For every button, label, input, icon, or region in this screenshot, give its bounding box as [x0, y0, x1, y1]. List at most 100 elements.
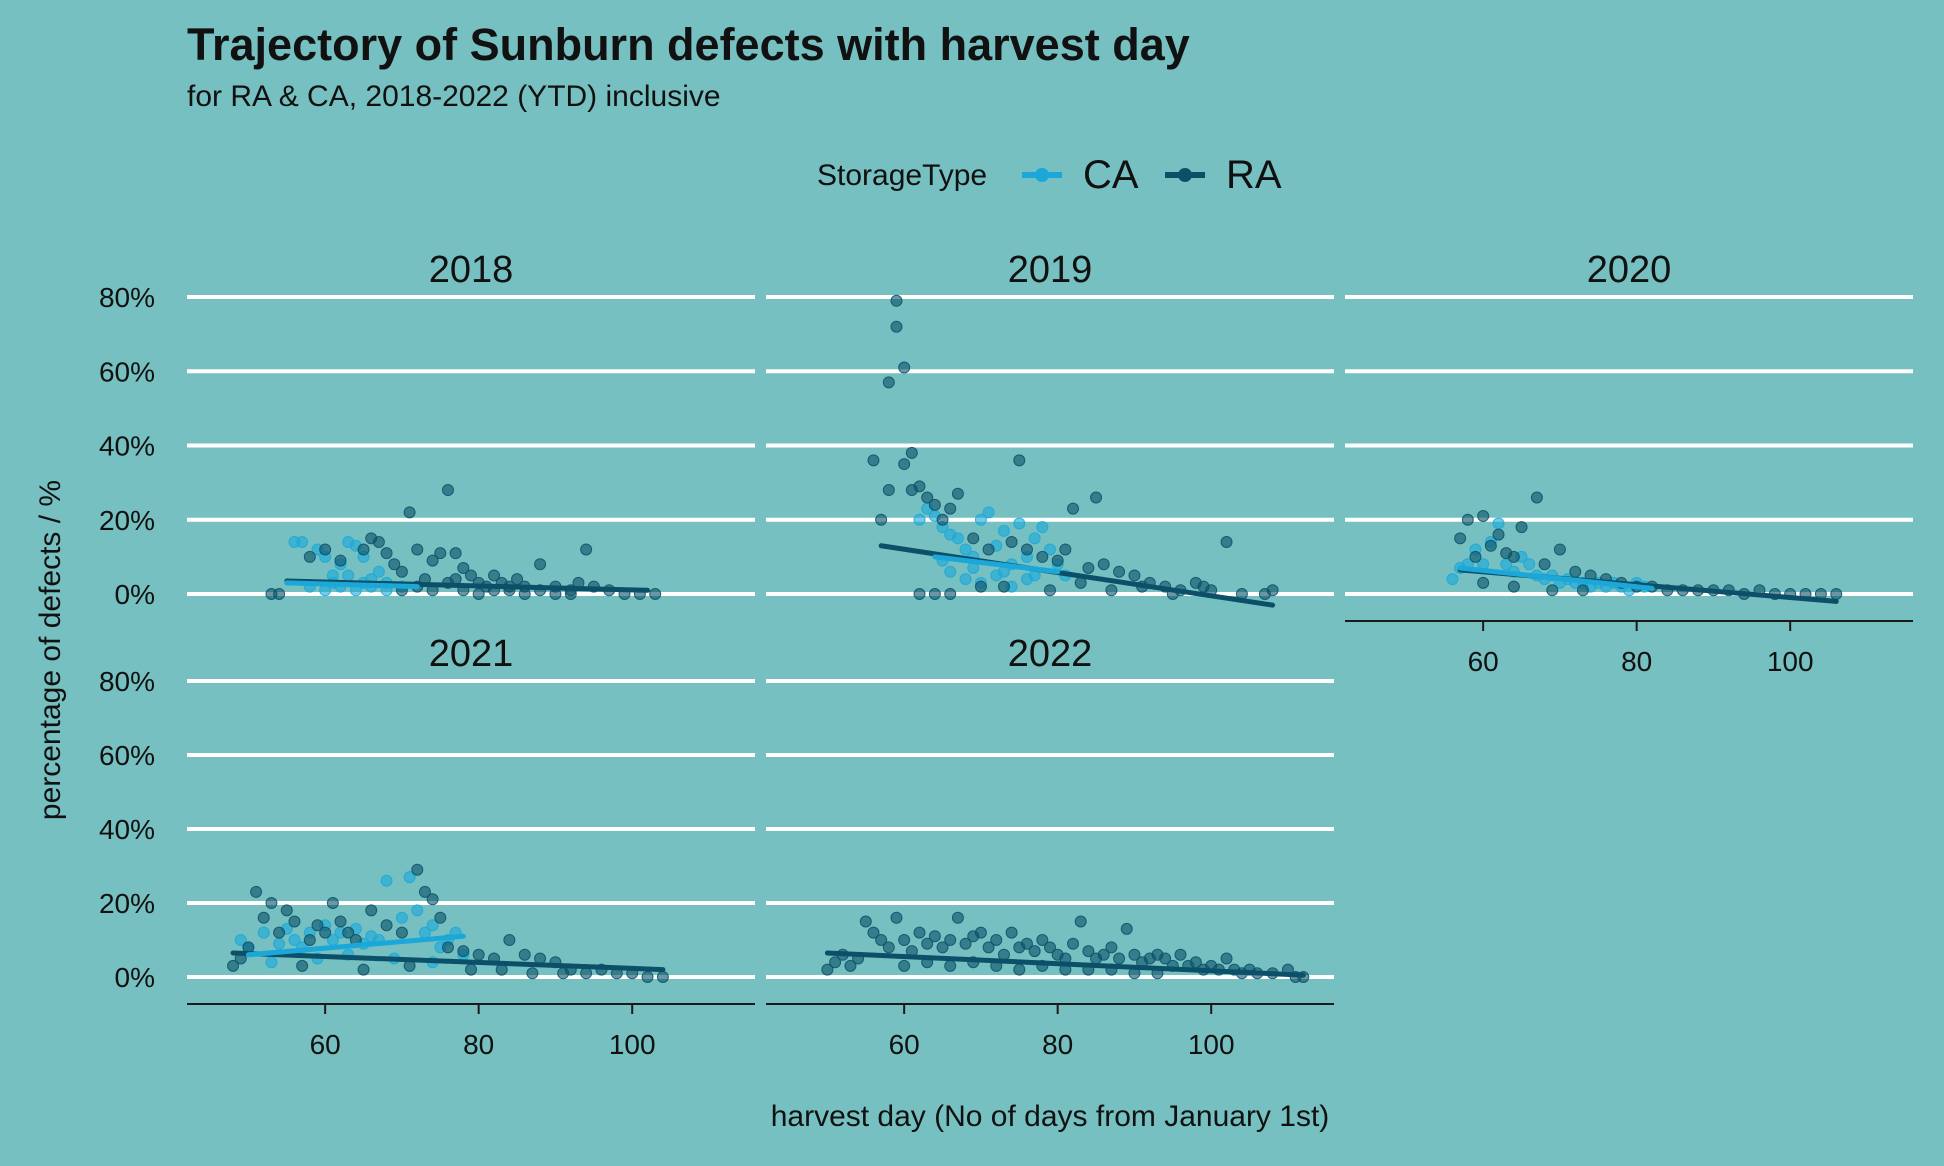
data-point-ra — [518, 948, 531, 961]
data-point-ca — [951, 532, 964, 545]
facet-strip-label: 2022 — [1008, 633, 1093, 675]
data-point-ra — [1036, 934, 1049, 946]
y-axis-label: percentage of defects / % — [34, 480, 67, 820]
data-point-ra — [518, 588, 531, 600]
data-point-ra — [1546, 584, 1559, 597]
data-point-ra — [257, 911, 270, 924]
data-point-ca — [426, 919, 439, 932]
data-point-ra — [334, 915, 347, 928]
data-point-ra — [342, 926, 355, 939]
x-tick-label: 100 — [1767, 646, 1814, 677]
data-point-ca — [395, 911, 408, 924]
data-point-ra — [1067, 502, 1080, 515]
data-point-ra — [503, 934, 516, 946]
data-point-ra — [395, 565, 408, 578]
data-point-ra — [921, 937, 934, 950]
data-point-ra — [388, 558, 401, 571]
data-point-ra — [418, 885, 431, 898]
data-point-ra — [913, 926, 926, 939]
data-point-ra — [1036, 550, 1049, 563]
data-point-ra — [434, 547, 447, 560]
data-point-ra — [227, 959, 240, 972]
data-point-ca — [380, 874, 393, 887]
x-tick-label: 60 — [310, 1029, 341, 1060]
data-point-ra — [457, 562, 470, 575]
y-tick-label: 40% — [99, 431, 155, 462]
data-point-ra — [1097, 558, 1110, 571]
facet-panel-2020: 2020 60 80 100 — [1345, 249, 1913, 677]
data-point-ra — [357, 543, 370, 556]
data-point-ra — [1128, 569, 1141, 582]
chart-subtitle: for RA & CA, 2018-2022 (YTD) inclusive — [187, 80, 721, 113]
data-point-ra — [890, 294, 903, 307]
data-point-ra — [273, 926, 286, 939]
data-point-ra — [303, 550, 316, 563]
data-point-ca — [234, 934, 247, 946]
data-point-ra — [319, 926, 332, 939]
facet-panel-2021: 2021 0% 20% 40% 60% 80% 60 80 100 — [99, 633, 755, 1060]
data-point-ra — [882, 376, 895, 389]
data-point-ra — [982, 941, 995, 954]
data-point-ra — [928, 498, 941, 511]
data-point-ra — [1492, 528, 1505, 541]
data-point-ra — [913, 588, 926, 600]
data-point-ra — [465, 569, 477, 582]
trend-line-ra — [824, 950, 1306, 978]
data-point-ca — [974, 513, 987, 526]
legend-label-ca: CA — [1083, 153, 1139, 197]
data-point-ra — [905, 446, 918, 459]
facet-strip-label: 2018 — [429, 249, 514, 291]
y-tick-label: 20% — [99, 888, 155, 919]
trend-line-ca — [932, 554, 1061, 575]
data-point-ra — [303, 934, 316, 946]
data-point-ra — [1074, 915, 1087, 928]
data-point-ra — [1044, 941, 1056, 954]
data-point-ra — [656, 971, 669, 983]
data-point-ra — [921, 491, 934, 504]
facet-strip-label: 2019 — [1008, 249, 1093, 291]
data-point-ca — [411, 904, 424, 917]
data-point-ca — [982, 506, 995, 519]
data-point-ra — [1067, 937, 1080, 950]
data-point-ra — [1553, 543, 1566, 556]
data-point-ra — [1515, 521, 1528, 534]
data-point-ra — [1128, 948, 1141, 961]
data-point-ra — [580, 543, 593, 556]
data-point-ra — [1220, 536, 1233, 549]
y-tick-label: 80% — [99, 666, 155, 697]
data-point-ra — [465, 963, 477, 976]
data-point-ra — [250, 885, 263, 898]
data-point-ra — [898, 361, 911, 374]
data-point-ca — [257, 926, 270, 939]
y-tick-label: 0% — [115, 579, 155, 610]
data-point-ra — [472, 588, 485, 600]
data-point-ra — [913, 480, 926, 493]
data-point-ra — [326, 897, 339, 909]
data-point-ra — [1005, 536, 1018, 549]
data-point-ra — [967, 532, 980, 545]
trend-line-ra — [878, 543, 1276, 608]
data-point-ra — [457, 945, 470, 958]
y-tick-label: 60% — [99, 740, 155, 771]
data-point-ra — [296, 959, 309, 972]
data-point-ra — [1159, 952, 1172, 965]
data-point-ra — [426, 554, 439, 567]
data-point-ra — [526, 967, 539, 980]
data-point-ra — [1005, 926, 1018, 939]
data-point-ra — [488, 569, 501, 582]
data-point-ra — [1082, 562, 1095, 575]
data-point-ra — [557, 967, 570, 980]
data-point-ca — [342, 569, 355, 582]
data-point-ra — [1082, 945, 1095, 958]
data-point-ra — [898, 959, 911, 972]
legend-label-ra: RA — [1226, 153, 1282, 197]
data-point-ra — [1507, 550, 1520, 563]
data-point-ra — [1113, 565, 1126, 578]
data-point-ca — [913, 513, 926, 526]
data-point-ra — [1197, 580, 1210, 593]
x-tick-label: 60 — [1468, 646, 1499, 677]
data-point-ra — [844, 959, 857, 972]
data-point-ra — [1469, 550, 1482, 563]
data-point-ra — [1266, 584, 1279, 597]
data-point-ra — [534, 558, 547, 571]
